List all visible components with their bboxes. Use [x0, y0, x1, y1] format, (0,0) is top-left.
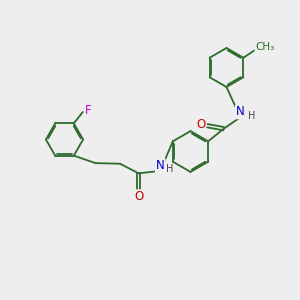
Text: H: H	[166, 164, 173, 174]
Text: N: N	[156, 159, 165, 172]
Text: O: O	[134, 190, 143, 203]
Text: H: H	[248, 110, 255, 121]
Text: F: F	[85, 104, 92, 117]
Text: N: N	[236, 105, 244, 119]
Text: CH₃: CH₃	[255, 42, 274, 52]
Text: O: O	[196, 118, 205, 131]
